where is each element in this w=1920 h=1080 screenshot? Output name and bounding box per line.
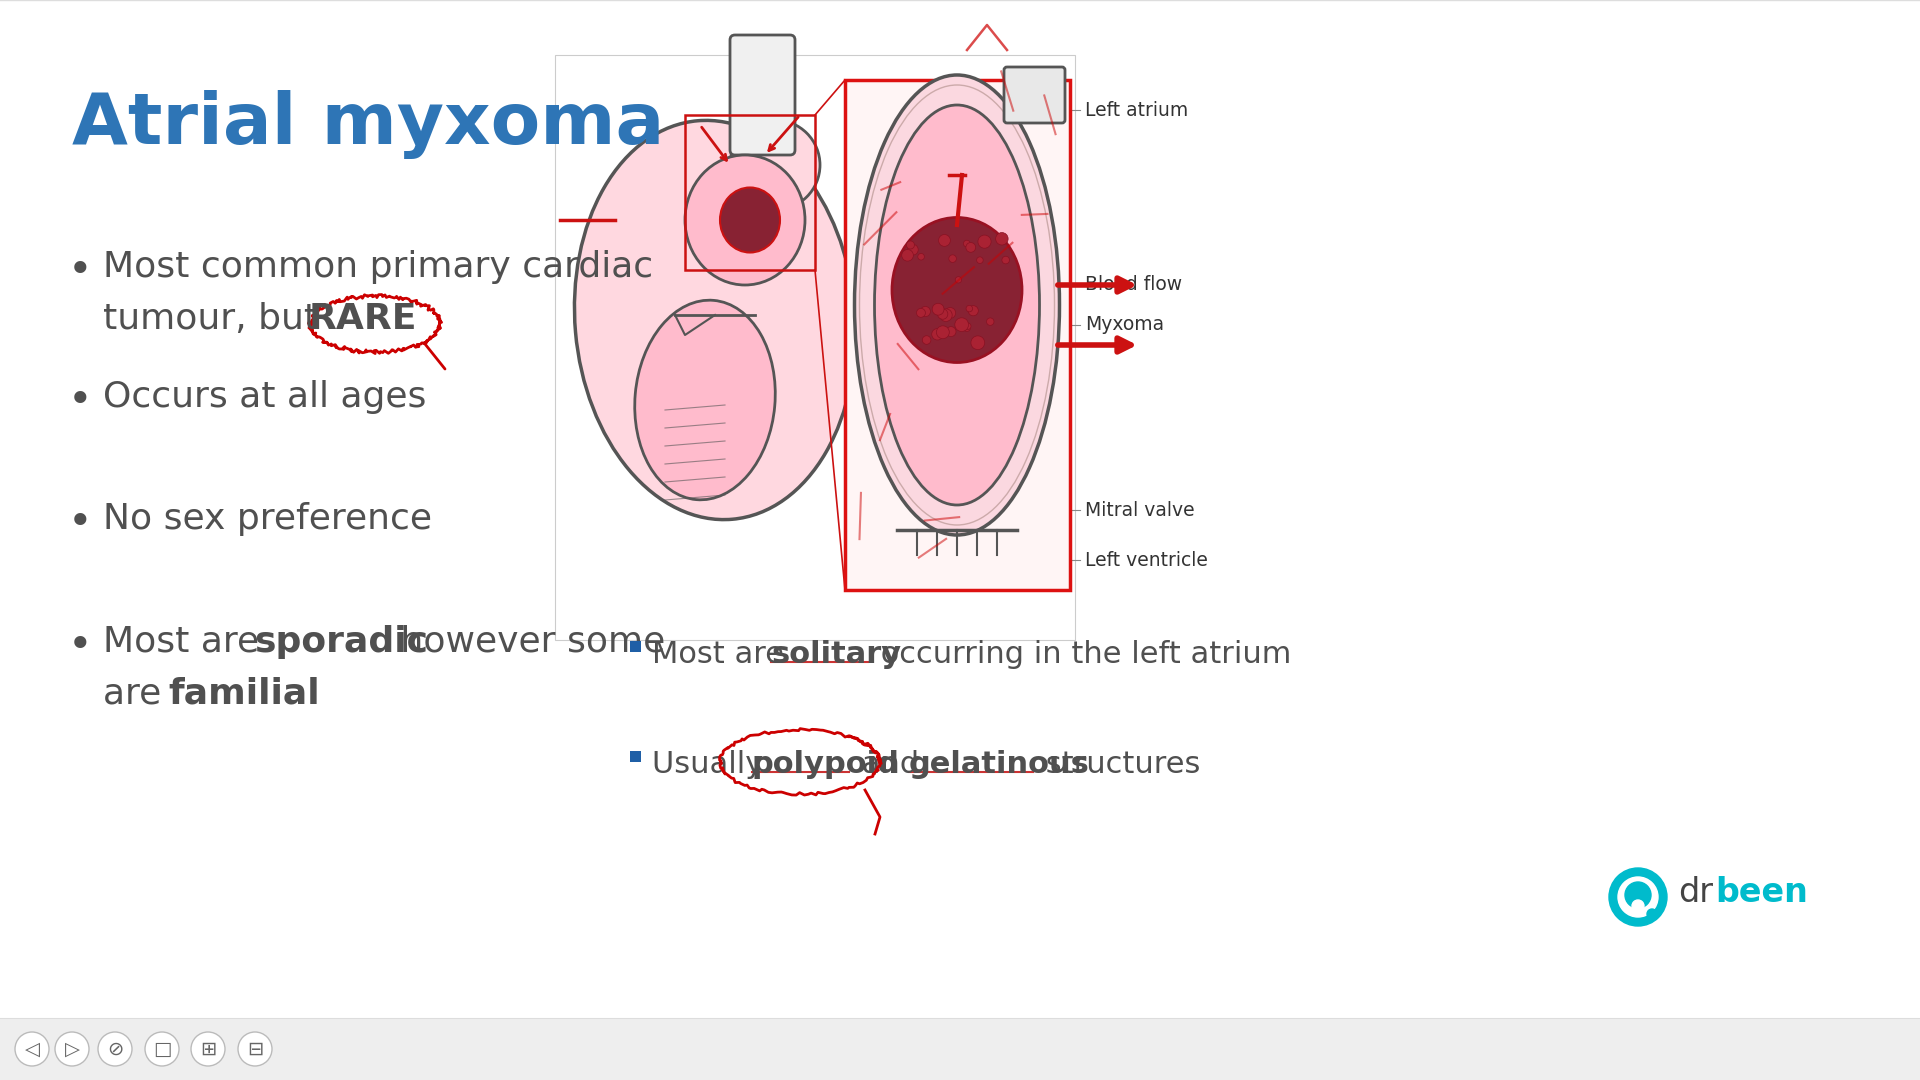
- Bar: [630, 751, 641, 762]
- Text: ▷: ▷: [65, 1039, 79, 1058]
- Ellipse shape: [964, 324, 970, 332]
- Ellipse shape: [730, 120, 820, 210]
- Ellipse shape: [977, 257, 983, 264]
- Text: Most are: Most are: [653, 640, 793, 669]
- Text: gelatinous: gelatinous: [908, 750, 1091, 779]
- Ellipse shape: [854, 75, 1060, 535]
- Circle shape: [15, 1032, 50, 1066]
- Circle shape: [1624, 882, 1651, 908]
- Ellipse shape: [966, 306, 973, 312]
- Ellipse shape: [685, 156, 804, 285]
- Ellipse shape: [939, 309, 952, 322]
- Ellipse shape: [937, 309, 948, 320]
- Ellipse shape: [636, 300, 776, 500]
- Bar: [685, 114, 814, 270]
- Ellipse shape: [933, 303, 945, 315]
- Text: dr: dr: [1678, 876, 1713, 908]
- Ellipse shape: [945, 308, 956, 319]
- Ellipse shape: [574, 120, 856, 519]
- Text: are: are: [104, 677, 173, 711]
- Circle shape: [1647, 909, 1657, 919]
- Text: structures: structures: [1037, 750, 1200, 779]
- Text: ◁: ◁: [25, 1039, 40, 1058]
- Ellipse shape: [948, 255, 956, 262]
- Ellipse shape: [908, 244, 918, 255]
- Bar: [630, 642, 641, 652]
- Text: and: and: [852, 750, 929, 779]
- Text: •: •: [67, 625, 92, 667]
- Text: Left atrium: Left atrium: [1085, 100, 1188, 120]
- Text: Usually: Usually: [653, 750, 774, 779]
- Ellipse shape: [902, 249, 914, 261]
- Ellipse shape: [937, 326, 948, 339]
- Circle shape: [1609, 868, 1667, 926]
- Text: solitary: solitary: [772, 640, 900, 669]
- Ellipse shape: [964, 240, 970, 247]
- Text: ⊞: ⊞: [200, 1039, 217, 1058]
- Text: Most are: Most are: [104, 625, 271, 659]
- Ellipse shape: [939, 234, 950, 246]
- Text: ⊟: ⊟: [248, 1039, 263, 1058]
- Circle shape: [190, 1032, 225, 1066]
- Text: No sex preference: No sex preference: [104, 502, 432, 536]
- Circle shape: [56, 1032, 88, 1066]
- Text: •: •: [67, 502, 92, 544]
- Text: RARE: RARE: [309, 302, 417, 336]
- Ellipse shape: [972, 336, 985, 350]
- Text: Most common primary cardiac: Most common primary cardiac: [104, 249, 653, 284]
- Ellipse shape: [931, 328, 943, 340]
- Ellipse shape: [977, 235, 991, 248]
- Ellipse shape: [918, 254, 924, 260]
- Text: •: •: [67, 249, 92, 292]
- Text: familial: familial: [169, 677, 319, 711]
- Ellipse shape: [968, 306, 979, 315]
- Ellipse shape: [987, 318, 995, 325]
- Circle shape: [1619, 877, 1659, 917]
- Circle shape: [146, 1032, 179, 1066]
- Bar: [555, 55, 1075, 640]
- Ellipse shape: [920, 307, 931, 316]
- Text: sporadic: sporadic: [253, 625, 428, 659]
- Text: tumour, but: tumour, but: [104, 302, 330, 336]
- FancyBboxPatch shape: [730, 35, 795, 156]
- Text: occurring in the left atrium: occurring in the left atrium: [872, 640, 1292, 669]
- FancyBboxPatch shape: [1004, 67, 1066, 123]
- Text: Blood flow: Blood flow: [1085, 275, 1183, 295]
- Text: however some: however some: [390, 625, 664, 659]
- Circle shape: [1632, 900, 1644, 912]
- Text: been: been: [1715, 876, 1809, 908]
- Text: Atrial myxoma: Atrial myxoma: [73, 90, 664, 159]
- Text: polypoid: polypoid: [753, 750, 900, 779]
- Ellipse shape: [720, 188, 780, 253]
- Text: □: □: [154, 1039, 171, 1058]
- Ellipse shape: [956, 276, 962, 283]
- Circle shape: [238, 1032, 273, 1066]
- Ellipse shape: [906, 241, 914, 249]
- Bar: [0, 1018, 1920, 1080]
- Text: •: •: [67, 380, 92, 422]
- Text: Occurs at all ages: Occurs at all ages: [104, 380, 426, 414]
- Ellipse shape: [947, 326, 956, 337]
- Text: Myxoma: Myxoma: [1085, 315, 1164, 335]
- Ellipse shape: [964, 323, 972, 329]
- Ellipse shape: [893, 217, 1021, 363]
- Ellipse shape: [966, 243, 975, 253]
- Text: Left ventricle: Left ventricle: [1085, 551, 1208, 569]
- Bar: [845, 80, 1069, 590]
- Ellipse shape: [916, 309, 925, 318]
- Circle shape: [98, 1032, 132, 1066]
- Ellipse shape: [1002, 256, 1010, 264]
- Ellipse shape: [954, 318, 968, 332]
- Ellipse shape: [996, 232, 1008, 245]
- Ellipse shape: [922, 336, 931, 345]
- Text: ⊘: ⊘: [108, 1039, 123, 1058]
- Text: Mitral valve: Mitral valve: [1085, 500, 1194, 519]
- Ellipse shape: [874, 105, 1039, 505]
